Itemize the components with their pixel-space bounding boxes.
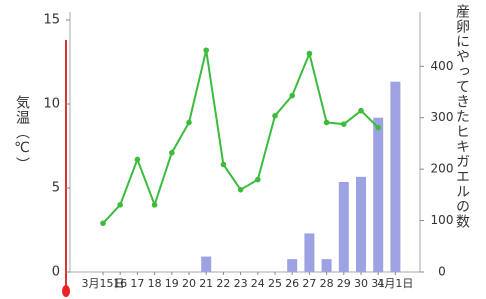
y2-axis-title: 産卵にやってきたヒキガエルの数	[452, 4, 472, 229]
x-tick-label: 27	[302, 277, 316, 290]
y2-tick-label: 300	[431, 110, 454, 124]
point	[255, 177, 261, 183]
y2-tick-label: 400	[431, 59, 454, 73]
point	[375, 125, 381, 131]
bar	[201, 257, 211, 272]
x-tick-label: 19	[165, 277, 179, 290]
point	[135, 157, 141, 163]
page: 05101501002003004003月15日1617181920212223…	[0, 0, 486, 299]
point	[272, 113, 278, 119]
point	[289, 93, 295, 99]
bar	[304, 233, 314, 272]
bar	[390, 82, 400, 272]
point	[358, 108, 364, 114]
x-tick-label: 26	[285, 277, 299, 290]
point	[324, 120, 330, 126]
point	[186, 120, 192, 126]
x-tick-label: 24	[251, 277, 265, 290]
y-tick-label: 5	[52, 181, 60, 196]
point	[117, 202, 123, 208]
point	[100, 220, 106, 226]
x-tick-label: 17	[130, 277, 144, 290]
point	[169, 150, 175, 156]
background	[0, 0, 486, 299]
point	[221, 162, 227, 168]
point	[307, 51, 313, 57]
y-tick-label: 0	[52, 265, 60, 280]
y-axis-title: 気温（℃）	[12, 95, 32, 172]
x-tick-label: 4月1日	[377, 277, 413, 290]
y-tick-label: 10	[43, 97, 60, 112]
bar	[339, 182, 349, 272]
x-tick-label: 23	[234, 277, 248, 290]
point	[152, 202, 158, 208]
x-tick-label: 18	[148, 277, 162, 290]
x-tick-label: 21	[199, 277, 213, 290]
x-tick-label: 22	[216, 277, 230, 290]
x-tick-label: 16	[113, 277, 127, 290]
y-tick-label: 15	[43, 13, 60, 28]
thermometer-bulb	[62, 285, 70, 297]
x-tick-label: 28	[320, 277, 334, 290]
x-tick-label: 25	[268, 277, 282, 290]
bar	[287, 259, 297, 272]
bar	[356, 177, 366, 272]
x-tick-label: 20	[182, 277, 196, 290]
chart: 05101501002003004003月15日1617181920212223…	[0, 0, 486, 299]
point	[341, 121, 347, 127]
bar	[322, 259, 332, 272]
y2-tick-label: 100	[431, 213, 454, 227]
x-tick-label: 29	[337, 277, 351, 290]
bar	[373, 118, 383, 272]
point	[238, 187, 244, 193]
x-tick-label: 30	[354, 277, 368, 290]
y2-tick-label: 200	[431, 162, 454, 176]
point	[203, 47, 209, 53]
y2-tick-label: 0	[438, 265, 446, 279]
